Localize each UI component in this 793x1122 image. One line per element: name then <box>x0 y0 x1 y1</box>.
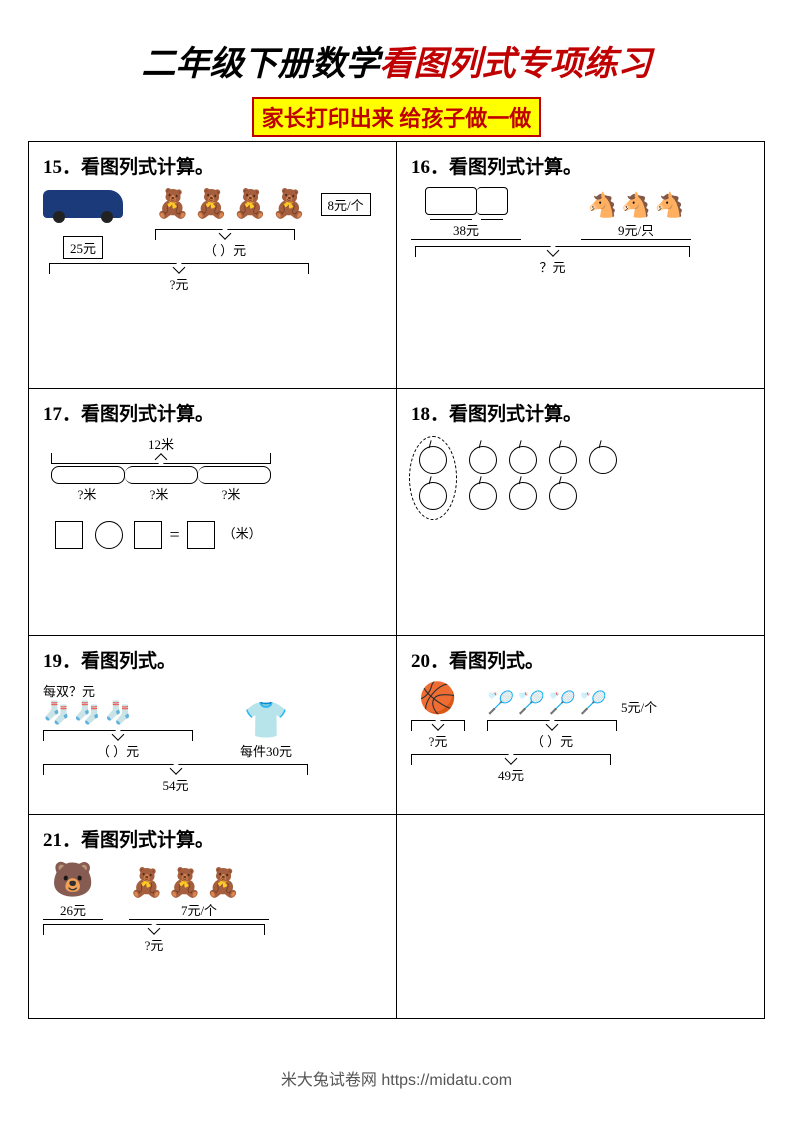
bear-icon: 🧸 <box>233 187 268 221</box>
q19-total: 54元 <box>43 775 308 794</box>
big-bear-icon: 🐻 <box>52 862 94 899</box>
bears-blank: （ ）元 <box>155 240 295 259</box>
shirt-label: 每件30元 <box>221 741 311 760</box>
worksheet-grid: 15．看图列式计算。 🧸 🧸 🧸 🧸 8元/个 25元 <box>28 141 765 815</box>
q20-cell: 20．看图列式。 🏀 🏸 🏸 🏸 🏸 <box>397 636 765 815</box>
blank-square[interactable] <box>134 521 162 549</box>
bear-icon: 🧸 <box>194 187 229 221</box>
shuttle-blank: （ ）元 <box>487 731 617 750</box>
q17-top: 12米 <box>51 434 271 453</box>
q19-num: 19． <box>43 651 81 672</box>
horse-icon: 🐴 <box>654 193 684 219</box>
q21-cell: 21．看图列式计算。 🐻 🧸 🧸 🧸 26元 7 <box>29 815 397 1019</box>
blank-square[interactable] <box>55 521 83 549</box>
seg-label: ?米 <box>195 484 267 503</box>
q18-num: 18． <box>411 404 449 425</box>
apple-icon <box>589 446 617 474</box>
apple-icon <box>509 446 537 474</box>
small-price: 7元/个 <box>129 900 269 920</box>
shuttlecock-icon: 🏸 <box>549 690 576 715</box>
apple-icon <box>549 446 577 474</box>
page-title: 二年级下册数学看图列式专项练习 <box>28 36 765 85</box>
unit-price: 8元/个 <box>321 193 371 216</box>
train-price: 38元 <box>411 220 521 240</box>
equals: = <box>170 525 180 545</box>
apple-icon <box>469 446 497 474</box>
bear-icon: 🧸 <box>272 187 307 221</box>
apple-icon <box>469 482 497 510</box>
bar-segment <box>51 466 125 484</box>
big-price: 26元 <box>43 900 103 920</box>
q15-cell: 15．看图列式计算。 🧸 🧸 🧸 🧸 8元/个 25元 <box>29 142 397 389</box>
sock-blank: （ ）元 <box>43 741 193 760</box>
bar-segment <box>125 466 198 484</box>
train-car-icon <box>477 187 508 215</box>
q18-title: 看图列式计算。 <box>449 404 582 425</box>
apple-icon <box>419 446 447 474</box>
ball-price: ?元 <box>411 731 465 750</box>
seg-label: ?米 <box>51 484 123 503</box>
q21-total: ?元 <box>43 935 265 954</box>
small-bear-icon: 🧸 <box>167 868 202 899</box>
basketball-icon: 🏀 <box>419 682 456 715</box>
q17-num: 17． <box>43 404 81 425</box>
shuttlecock-icon: 🏸 <box>518 690 545 715</box>
q19-title: 看图列式。 <box>81 651 176 672</box>
q21-num: 21． <box>43 830 81 851</box>
train-icon <box>425 187 477 215</box>
sock-icon: 🧦 <box>74 700 101 725</box>
title-red: 看图列式专项练习 <box>380 46 652 83</box>
shirt-icon: 👕 <box>244 700 289 740</box>
q15-title: 看图列式计算。 <box>81 157 214 178</box>
apple-icon <box>419 482 447 510</box>
q20-total: 49元 <box>411 765 611 784</box>
bear-icon: 🧸 <box>155 187 190 221</box>
small-bear-icon: 🧸 <box>129 868 164 899</box>
bar-segment <box>198 466 271 484</box>
empty-cell <box>397 815 765 1019</box>
q21-title: 看图列式计算。 <box>81 830 214 851</box>
horse-icon: 🐴 <box>588 193 618 219</box>
q16-total: ？元 <box>415 257 690 276</box>
q16-num: 16． <box>411 157 449 178</box>
car-icon <box>43 190 123 218</box>
apple-icon <box>549 482 577 510</box>
subtitle: 家长打印出来 给孩子做一做 <box>252 97 542 137</box>
horse-icon: 🐴 <box>621 193 651 219</box>
apple-icon <box>509 482 537 510</box>
q16-cell: 16．看图列式计算。 🐴 🐴 🐴 38元 <box>397 142 765 389</box>
blank-circle[interactable] <box>95 521 123 549</box>
shuttle-price: 5元/个 <box>621 697 657 716</box>
footer: 米大兔试卷网 https://midatu.com <box>0 1066 793 1090</box>
q17-unit: （米） <box>223 526 262 541</box>
q18-cell: 18．看图列式计算。 <box>397 389 765 636</box>
q20-title: 看图列式。 <box>449 651 544 672</box>
small-bear-icon: 🧸 <box>206 868 241 899</box>
car-price: 25元 <box>63 236 103 259</box>
q16-title: 看图列式计算。 <box>449 157 582 178</box>
q17-title: 看图列式计算。 <box>81 404 214 425</box>
shuttlecock-icon: 🏸 <box>487 690 514 715</box>
q15-num: 15． <box>43 157 81 178</box>
q20-num: 20． <box>411 651 449 672</box>
q19-cell: 19．看图列式。 每双？元 🧦 🧦 🧦 （ ）元 <box>29 636 397 815</box>
sock-icon: 🧦 <box>43 700 70 725</box>
seg-label: ?米 <box>123 484 195 503</box>
worksheet-grid-2: 21．看图列式计算。 🐻 🧸 🧸 🧸 26元 7 <box>28 815 765 1019</box>
blank-square[interactable] <box>187 521 215 549</box>
title-black: 二年级下册数学 <box>142 46 380 83</box>
q15-total: ?元 <box>49 274 309 293</box>
shuttlecock-icon: 🏸 <box>580 690 607 715</box>
q17-cell: 17．看图列式计算。 12米 ?米 ?米 ?米 <box>29 389 397 636</box>
sock-icon: 🧦 <box>105 700 132 725</box>
horse-price: 9元/只 <box>581 220 691 240</box>
sock-label: 每双？元 <box>43 681 193 700</box>
